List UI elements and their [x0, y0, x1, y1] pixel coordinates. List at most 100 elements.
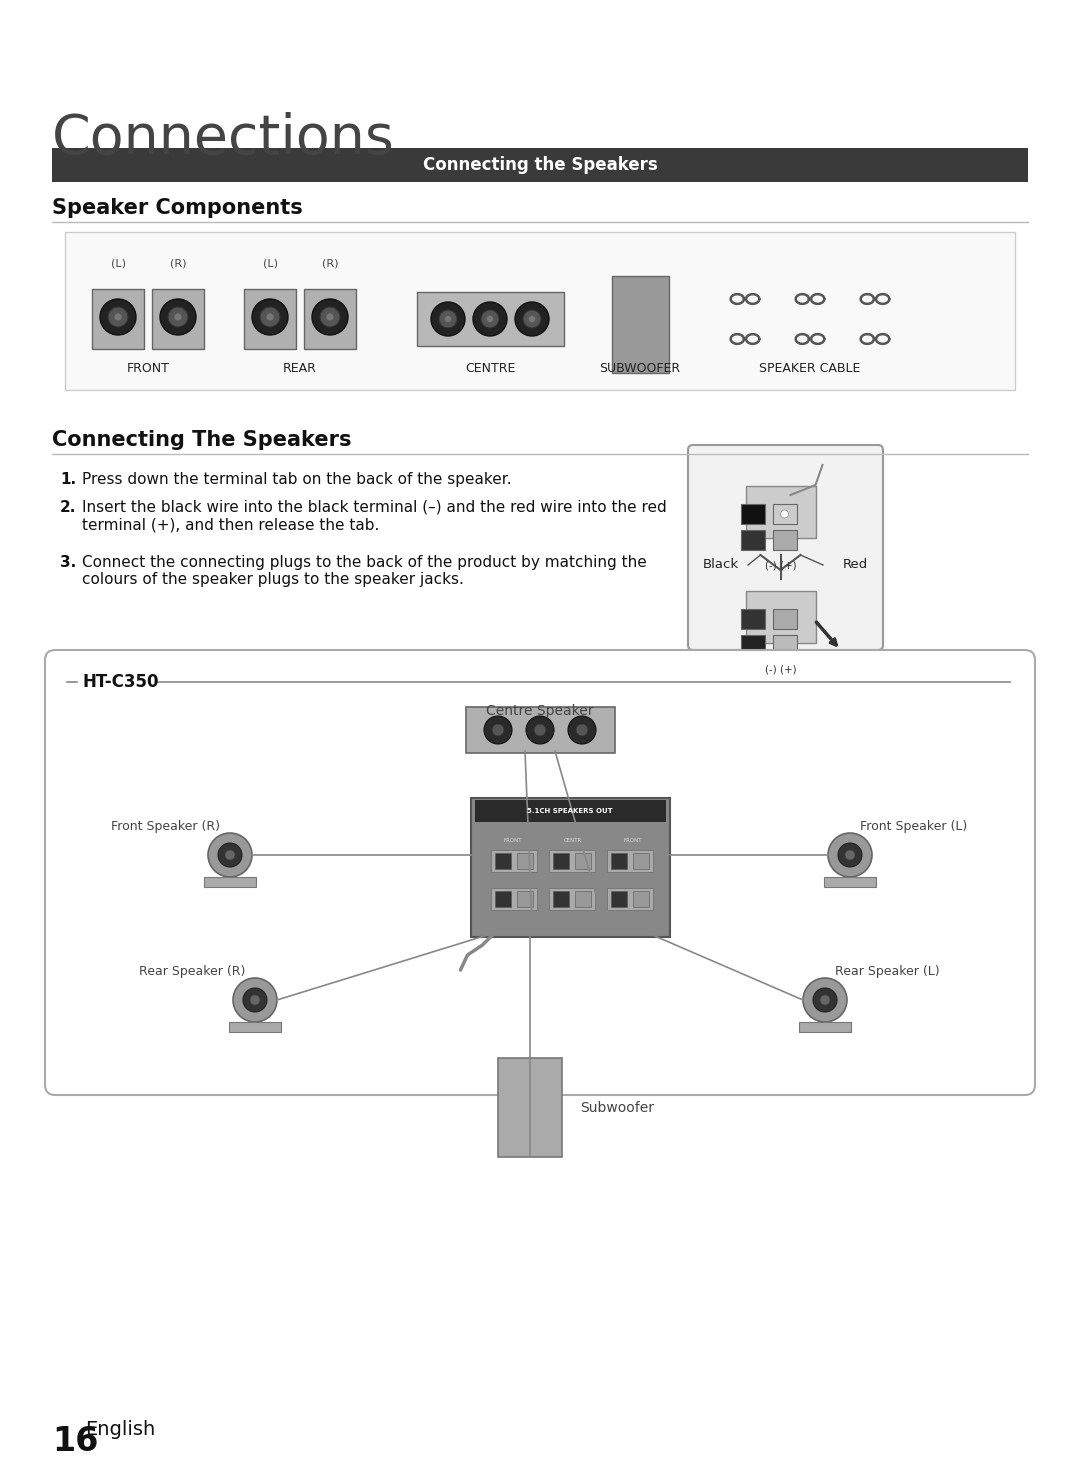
Circle shape — [845, 850, 855, 859]
FancyBboxPatch shape — [471, 799, 670, 938]
Bar — [575, 853, 591, 870]
Circle shape — [838, 843, 862, 867]
Circle shape — [820, 995, 831, 1006]
Bar — [553, 853, 568, 870]
FancyBboxPatch shape — [92, 288, 144, 349]
Text: HT-C350: HT-C350 — [83, 673, 160, 691]
Circle shape — [320, 308, 340, 327]
FancyBboxPatch shape — [465, 707, 615, 753]
Text: CENTR: CENTR — [564, 839, 582, 843]
Text: (-) (+): (-) (+) — [765, 561, 796, 569]
Bar — [516, 890, 532, 907]
Text: SPEAKER CABLE: SPEAKER CABLE — [759, 362, 861, 376]
Text: CENTRE: CENTRE — [464, 362, 515, 376]
Circle shape — [526, 716, 554, 744]
Bar — [772, 609, 797, 629]
Bar — [490, 850, 537, 873]
FancyBboxPatch shape — [688, 445, 883, 649]
Circle shape — [249, 995, 260, 1006]
Bar — [52, 148, 1028, 182]
Circle shape — [528, 315, 536, 322]
Bar — [633, 890, 648, 907]
Bar — [633, 853, 648, 870]
Circle shape — [438, 311, 457, 328]
Bar — [610, 853, 626, 870]
Text: (L): (L) — [262, 259, 278, 269]
Circle shape — [266, 314, 274, 321]
Text: SUBWOOFER: SUBWOOFER — [599, 362, 680, 376]
Circle shape — [473, 302, 507, 336]
Circle shape — [243, 988, 267, 1012]
Circle shape — [174, 314, 183, 321]
Bar — [745, 487, 815, 538]
Circle shape — [576, 725, 588, 737]
Text: Connect the connecting plugs to the back of the product by matching the
colours : Connect the connecting plugs to the back… — [82, 555, 647, 587]
Text: (L): (L) — [110, 259, 125, 269]
Bar — [772, 504, 797, 524]
Text: REAR: REAR — [283, 362, 316, 376]
Bar — [824, 877, 876, 887]
FancyBboxPatch shape — [303, 288, 356, 349]
Bar — [490, 887, 537, 910]
Circle shape — [445, 315, 451, 322]
FancyBboxPatch shape — [152, 288, 204, 349]
Circle shape — [108, 308, 129, 327]
FancyBboxPatch shape — [244, 288, 296, 349]
Circle shape — [484, 716, 512, 744]
Text: Black: Black — [703, 559, 739, 571]
Text: English: English — [85, 1420, 156, 1439]
Text: Rear Speaker (L): Rear Speaker (L) — [835, 964, 940, 978]
Bar — [741, 634, 765, 655]
Text: FRONT: FRONT — [126, 362, 170, 376]
Bar — [607, 850, 652, 873]
Circle shape — [225, 850, 235, 859]
Bar — [516, 853, 532, 870]
Text: Rear Speaker (R): Rear Speaker (R) — [138, 964, 245, 978]
Bar — [741, 504, 765, 524]
Text: Front Speaker (L): Front Speaker (L) — [860, 819, 968, 833]
Text: Connections: Connections — [52, 112, 395, 166]
Circle shape — [100, 299, 136, 336]
FancyBboxPatch shape — [65, 232, 1015, 390]
Text: Insert the black wire into the black terminal (–) and the red wire into the red
: Insert the black wire into the black ter… — [82, 500, 666, 532]
Circle shape — [431, 302, 465, 336]
FancyBboxPatch shape — [498, 1057, 562, 1157]
FancyBboxPatch shape — [611, 275, 669, 373]
Bar — [204, 877, 256, 887]
Text: Subwoofer: Subwoofer — [580, 1100, 654, 1115]
Circle shape — [260, 308, 280, 327]
Bar — [741, 529, 765, 550]
Circle shape — [218, 843, 242, 867]
Circle shape — [114, 314, 122, 321]
Bar — [799, 1022, 851, 1032]
Bar — [229, 1022, 281, 1032]
Circle shape — [486, 315, 494, 322]
Circle shape — [208, 833, 252, 877]
Bar — [772, 634, 797, 655]
Bar — [741, 609, 765, 629]
Text: Red: Red — [842, 559, 868, 571]
Circle shape — [828, 833, 872, 877]
Text: (-) (+): (-) (+) — [765, 666, 796, 674]
Text: 2.: 2. — [60, 500, 77, 515]
Bar — [772, 529, 797, 550]
Bar — [553, 890, 568, 907]
Text: 3.: 3. — [60, 555, 77, 569]
FancyBboxPatch shape — [45, 649, 1035, 1094]
Bar — [495, 890, 511, 907]
Bar — [495, 853, 511, 870]
Bar — [607, 887, 652, 910]
Text: (R): (R) — [322, 259, 338, 269]
Bar — [549, 887, 594, 910]
Circle shape — [168, 308, 188, 327]
FancyBboxPatch shape — [417, 291, 564, 346]
Circle shape — [804, 978, 847, 1022]
Text: FRONT: FRONT — [503, 839, 522, 843]
Circle shape — [233, 978, 276, 1022]
Bar — [745, 592, 815, 643]
Circle shape — [252, 299, 288, 336]
Circle shape — [781, 510, 788, 518]
Circle shape — [481, 311, 499, 328]
Circle shape — [492, 725, 504, 737]
Text: 5.1CH SPEAKERS OUT: 5.1CH SPEAKERS OUT — [527, 808, 612, 813]
